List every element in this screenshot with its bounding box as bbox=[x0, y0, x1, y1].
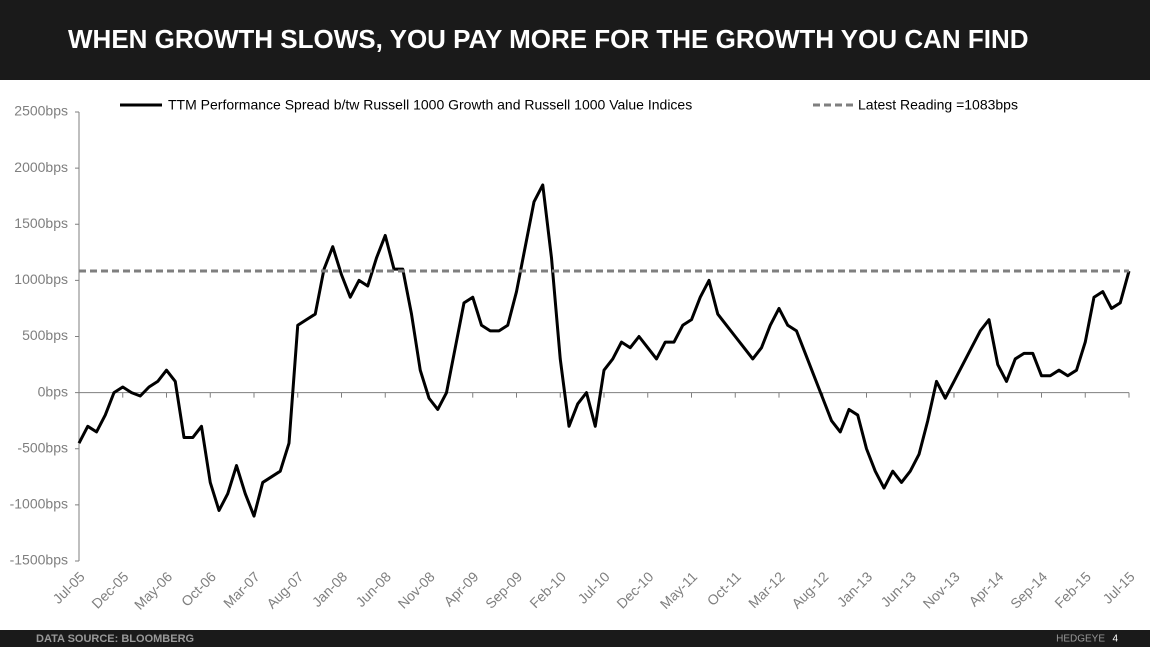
y-tick-label: -500bps bbox=[17, 439, 68, 455]
data-line bbox=[77, 183, 1131, 518]
x-tick-label: Mar-12 bbox=[745, 568, 788, 611]
footer-page: 4 bbox=[1112, 634, 1118, 645]
x-tick-label: Apr-14 bbox=[965, 568, 1006, 609]
x-tick-label: May-11 bbox=[657, 568, 701, 612]
header-bar bbox=[0, 0, 1150, 80]
y-tick-label: 2500bps bbox=[14, 103, 68, 119]
x-tick-label: Dec-10 bbox=[613, 568, 656, 611]
y-tick-label: -1500bps bbox=[10, 552, 68, 568]
x-tick-label: Aug-07 bbox=[263, 568, 306, 611]
x-tick-label: Oct-06 bbox=[178, 568, 219, 609]
y-tick-label: 1500bps bbox=[14, 215, 68, 231]
x-tick-label: Jun-13 bbox=[877, 568, 919, 610]
x-tick-label: Sep-09 bbox=[482, 568, 525, 611]
y-tick-label: 0bps bbox=[38, 383, 68, 399]
x-tick-label: Jan-08 bbox=[309, 568, 351, 610]
footer-brand: HEDGEYE bbox=[1056, 634, 1105, 645]
legend-label: Latest Reading =1083bps bbox=[858, 97, 1018, 113]
x-tick-label: May-06 bbox=[131, 568, 175, 612]
y-tick-label: -1000bps bbox=[10, 496, 68, 512]
x-tick-label: Jul-05 bbox=[49, 568, 87, 606]
footer-bar bbox=[0, 630, 1150, 647]
legend-label: TTM Performance Spread b/tw Russell 1000… bbox=[168, 97, 692, 113]
x-tick-label: Aug-12 bbox=[788, 568, 831, 611]
x-tick-label: Feb-10 bbox=[526, 568, 569, 611]
x-tick-label: Feb-15 bbox=[1051, 568, 1094, 611]
x-tick-label: Jul-15 bbox=[1099, 568, 1137, 606]
x-tick-label: Jul-10 bbox=[574, 568, 612, 606]
x-tick-label: Mar-07 bbox=[220, 568, 263, 611]
x-tick-label: Jun-08 bbox=[352, 568, 394, 610]
y-tick-label: 500bps bbox=[22, 327, 68, 343]
x-tick-label: Nov-08 bbox=[395, 568, 438, 611]
x-tick-label: Jan-13 bbox=[834, 568, 876, 610]
y-tick-label: 2000bps bbox=[14, 159, 68, 175]
x-tick-label: Apr-09 bbox=[440, 568, 481, 609]
x-tick-label: Sep-14 bbox=[1007, 568, 1050, 611]
x-tick-label: Oct-11 bbox=[704, 568, 744, 608]
x-tick-label: Dec-05 bbox=[88, 568, 131, 611]
y-tick-label: 1000bps bbox=[14, 271, 68, 287]
x-tick-label: Nov-13 bbox=[920, 568, 963, 611]
footer-source: DATA SOURCE: BLOOMBERG bbox=[36, 633, 194, 645]
chart-title: WHEN GROWTH SLOWS, YOU PAY MORE FOR THE … bbox=[68, 24, 1029, 54]
